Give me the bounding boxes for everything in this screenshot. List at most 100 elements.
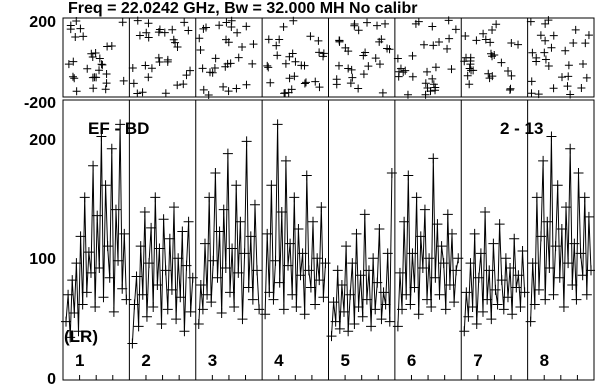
phase-point <box>532 53 541 62</box>
amplitude-point <box>260 309 271 320</box>
phase-point <box>447 65 456 74</box>
amplitude-point <box>386 168 397 179</box>
amplitude-point <box>216 308 227 319</box>
amplitude-point <box>220 263 231 273</box>
phase-point <box>514 40 523 49</box>
amplitude-point <box>237 314 248 325</box>
phase-point <box>290 72 299 81</box>
phase-point <box>249 40 258 49</box>
amplitude-point <box>515 301 526 312</box>
amplitude-point <box>401 289 412 300</box>
phase-point <box>443 44 452 53</box>
amplitude-panel-labels: 1 2 3 4 5 6 7 8 <box>75 351 549 370</box>
phase-point <box>182 71 191 80</box>
amplitude-point <box>517 245 528 256</box>
phase-point <box>359 51 368 60</box>
phase-point <box>202 23 211 32</box>
phase-point <box>72 17 81 26</box>
panel-label: 6 <box>407 351 416 370</box>
phase-point <box>155 25 164 34</box>
phase-point <box>582 73 591 82</box>
phase-point <box>102 79 111 88</box>
amplitude-point <box>289 192 300 203</box>
amplitude-point <box>185 306 196 317</box>
amplitude-point <box>152 280 163 291</box>
amplitude-point <box>131 271 142 282</box>
phase-point <box>101 85 110 94</box>
amplitude-point <box>556 224 567 235</box>
amplitude-point <box>312 253 323 264</box>
phase-point <box>428 74 437 83</box>
phase-point <box>536 31 545 40</box>
amplitude-point <box>575 248 586 259</box>
phase-point <box>301 78 310 87</box>
phase-point <box>281 59 290 68</box>
phase-point <box>549 31 558 40</box>
phase-point <box>89 84 98 93</box>
amplitude-point <box>447 228 458 239</box>
amplitude-point <box>139 207 150 217</box>
amplitude-point <box>224 287 235 298</box>
amplitude-point <box>121 294 132 305</box>
amplitude-point <box>88 160 99 171</box>
amplitude-point <box>469 228 480 239</box>
phase-point <box>557 73 566 82</box>
amplitude-point <box>177 226 188 237</box>
amplitude-point <box>276 207 287 217</box>
phase-point <box>91 48 100 57</box>
amplitude-point <box>334 323 345 334</box>
phase-point <box>184 26 193 35</box>
phase-point <box>224 38 233 47</box>
phase-point <box>541 19 550 28</box>
phase-point <box>564 72 573 81</box>
panel-label: 8 <box>540 351 549 370</box>
amplitude-point <box>494 219 505 230</box>
phase-point <box>163 55 172 64</box>
amplitude-point <box>113 255 124 266</box>
amplitude-point <box>567 280 578 291</box>
amplitude-point <box>154 243 165 254</box>
amplitude-point <box>544 263 555 273</box>
phase-point <box>160 28 169 37</box>
amplitude-point <box>227 243 238 254</box>
amplitude-point <box>173 253 184 264</box>
amplitude-point <box>229 301 240 312</box>
panel-label: 4 <box>274 351 284 370</box>
amplitude-point <box>382 248 393 259</box>
phase-point <box>206 68 214 77</box>
phase-point <box>224 87 233 96</box>
phase-point <box>578 59 587 68</box>
phase-point <box>98 60 107 69</box>
phase-point <box>408 51 417 60</box>
phase-point <box>544 62 553 71</box>
phase-point <box>423 84 432 93</box>
phase-panel-dividers <box>128 18 529 97</box>
phase-point <box>133 16 142 25</box>
amplitude-point <box>357 311 368 322</box>
amplitude-point <box>467 301 478 312</box>
phase-point <box>506 84 515 93</box>
amplitude-point <box>374 224 385 235</box>
amplitude-point <box>79 192 90 203</box>
amplitude-point <box>272 119 283 130</box>
amplitude-point <box>525 316 536 327</box>
phase-point <box>373 21 382 30</box>
phase-point <box>199 85 208 94</box>
amplitude-point <box>428 153 439 164</box>
amplitude-point <box>254 304 265 315</box>
phase-point <box>571 25 580 34</box>
phase-point <box>564 61 573 70</box>
phase-point <box>204 90 213 99</box>
phase-point <box>393 54 402 63</box>
phase-point <box>472 36 481 45</box>
amplitude-point <box>519 287 530 298</box>
phase-point <box>272 41 281 50</box>
amplitude-point <box>538 155 549 166</box>
amplitude-point <box>380 299 391 310</box>
phase-point <box>79 32 88 41</box>
phase-point <box>186 66 195 75</box>
amp-y-tick-0: 0 <box>47 371 56 385</box>
phase-y-tick-bottom: -200 <box>24 95 56 112</box>
phase-point <box>196 45 205 54</box>
phase-points <box>64 16 593 99</box>
